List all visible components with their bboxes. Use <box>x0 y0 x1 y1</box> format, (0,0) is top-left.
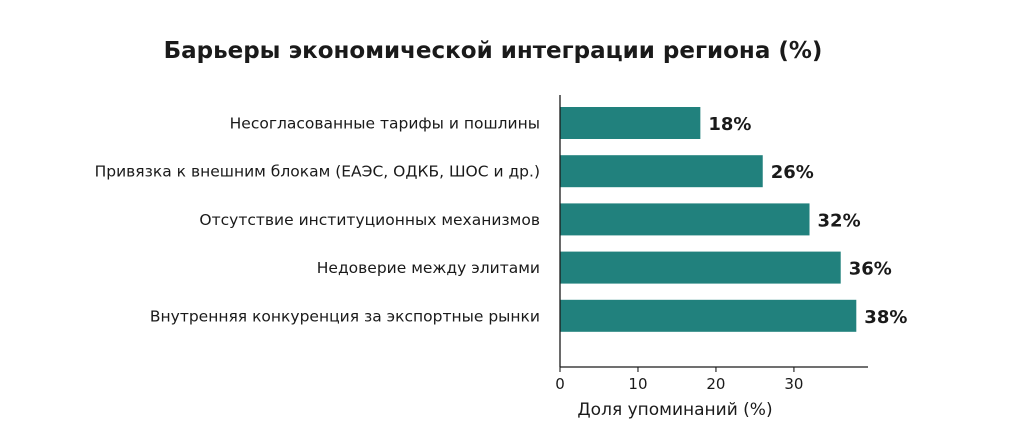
category-label: Несогласованные тарифы и пошлины <box>230 115 540 133</box>
value-label: 38% <box>864 307 907 328</box>
bars-layer: Несогласованные тарифы и пошлины 18% Привя… <box>95 107 907 332</box>
category-label: Привязка к внешним блокам (ЕАЭС, ОДКБ, Ш… <box>95 163 540 181</box>
x-tick-label: 30 <box>784 375 803 393</box>
bar <box>560 107 701 139</box>
category-label: Внутренняя конкуренция за экспортные рын… <box>150 307 540 325</box>
category-label: Недоверие между элитами <box>317 259 540 277</box>
value-label: 36% <box>849 259 892 280</box>
bar <box>560 299 857 332</box>
axes-layer: 0 10 20 30 <box>555 95 868 393</box>
value-label: 18% <box>708 114 751 135</box>
chart-title: Барьеры экономической интеграции региона… <box>164 38 823 64</box>
bar <box>560 251 841 284</box>
bar <box>560 155 763 188</box>
x-tick-label: 0 <box>555 375 565 393</box>
x-tick-label: 10 <box>628 375 647 393</box>
x-axis-title: Доля упоминаний (%) <box>577 400 772 420</box>
category-label: Отсутствие институционных механизмов <box>199 211 540 229</box>
x-tick-label: 20 <box>706 375 725 393</box>
value-label: 26% <box>771 162 814 183</box>
bar <box>560 203 810 236</box>
value-label: 32% <box>818 210 861 231</box>
